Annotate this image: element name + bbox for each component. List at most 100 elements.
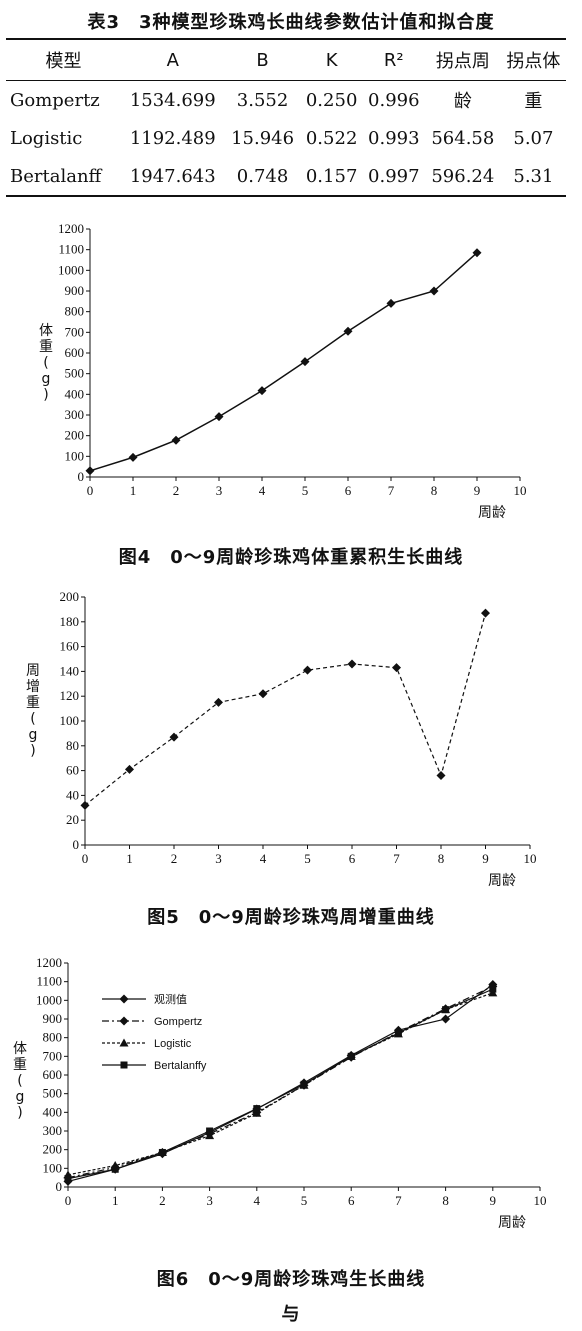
- data-point: [214, 697, 223, 707]
- y-tick-label: 0: [78, 469, 85, 484]
- x-tick-label: 5: [304, 851, 311, 866]
- y-axis-label-char: (: [17, 1073, 22, 1089]
- x-axis-label: 周龄: [488, 873, 516, 889]
- cell-model: Gompertz: [10, 89, 100, 111]
- data-point: [386, 298, 396, 308]
- y-axis-label-char: 体: [39, 323, 53, 339]
- cell-k: 0.522: [305, 127, 358, 149]
- table-row: Bertalanff 1947.643 0.748 0.157 0.997 59…: [6, 157, 566, 196]
- table-row: Gompertz 1534.699 3.552 0.250 0.996 龄 重: [6, 81, 566, 120]
- legend-label: Bertalanffy: [154, 1060, 207, 1072]
- x-tick-label: 10: [534, 1193, 547, 1208]
- data-point: [300, 1080, 308, 1088]
- x-tick-label: 9: [482, 851, 489, 866]
- header-k: K: [325, 49, 338, 71]
- cell-a: 1534.699: [129, 89, 216, 111]
- y-axis-label-char: 增: [26, 679, 40, 695]
- header-inflection-week: 拐点周: [435, 51, 490, 72]
- x-tick-label: 8: [442, 1193, 449, 1208]
- cell-b: 0.748: [236, 165, 289, 187]
- cell-k: 0.157: [305, 165, 358, 187]
- data-point: [394, 1029, 402, 1037]
- y-axis-label-char: g: [16, 1089, 25, 1105]
- plot-area: 0100200300400500600700800900100011001200…: [39, 221, 527, 521]
- header-inflection-weight: 拐点体: [506, 51, 561, 72]
- y-tick-label: 1100: [58, 242, 84, 257]
- data-point: [169, 732, 179, 742]
- header-a: A: [166, 49, 179, 71]
- data-point: [392, 663, 401, 673]
- x-tick-label: 6: [349, 851, 356, 866]
- x-tick-label: 1: [130, 483, 137, 498]
- y-tick-label: 20: [66, 812, 79, 827]
- x-tick-label: 10: [514, 483, 527, 498]
- data-point: [158, 1148, 166, 1156]
- x-tick-label: 7: [393, 851, 400, 866]
- data-point: [205, 1131, 215, 1140]
- y-tick-label: 500: [65, 366, 85, 381]
- data-point: [252, 1108, 262, 1117]
- legend-label: Gompertz: [154, 1016, 202, 1028]
- legend-swatch-marker: [120, 1061, 128, 1069]
- data-point: [111, 1165, 119, 1173]
- data-point: [489, 985, 497, 993]
- header-b: B: [256, 49, 269, 71]
- cell-inflection-week: 596.24: [431, 165, 495, 187]
- series-line: [67, 985, 494, 1179]
- data-point: [64, 1175, 72, 1183]
- x-tick-label: 2: [173, 483, 180, 498]
- y-tick-label: 1200: [36, 955, 62, 970]
- fig4-cumulative-weight-chart: 0100200300400500600700800900100011001200…: [39, 221, 527, 521]
- y-tick-label: 120: [60, 688, 80, 703]
- legend-label: 观测值: [154, 993, 187, 1006]
- x-tick-label: 0: [82, 851, 89, 866]
- series-line: [89, 252, 478, 472]
- x-axis-label: 周龄: [478, 505, 506, 521]
- x-tick-label: 3: [215, 851, 222, 866]
- data-point: [472, 248, 482, 258]
- x-tick-label: 5: [302, 483, 309, 498]
- x-tick-label: 6: [345, 483, 352, 498]
- plot-area: 0 20 40 60 80 100 120 140 160 180 200 0 1 2 3 4 5 6 7 8 9 10 周…: [26, 589, 537, 889]
- series-line: [84, 612, 487, 806]
- series-line: [67, 983, 494, 1182]
- y-tick-label: 300: [65, 407, 85, 422]
- x-tick-label: 7: [395, 1193, 402, 1208]
- parameter-table: 模型 A B K R² 拐点周 拐点体 Gompertz 1534.699 3.…: [6, 38, 566, 197]
- data-point: [481, 608, 490, 618]
- x-tick-label: 9: [490, 1193, 497, 1208]
- y-tick-label: 1000: [36, 992, 62, 1007]
- data-point: [128, 452, 138, 462]
- y-tick-label: 300: [43, 1123, 63, 1138]
- data-point: [347, 1052, 355, 1060]
- y-tick-label: 140: [60, 663, 80, 678]
- table3-caption: 表3 3种模型珍珠鸡长曲线参数估计值和拟合度: [87, 12, 495, 33]
- fig5-weekly-gain-chart: 0 20 40 60 80 100 120 140 160 180 200 0 1 2 3 4 5 6 7 8 9 10 周…: [26, 589, 537, 889]
- x-tick-label: 2: [171, 851, 178, 866]
- cell-inflection-week: 564.58: [431, 127, 495, 149]
- y-tick-label: 1200: [58, 221, 84, 236]
- data-point: [171, 435, 181, 445]
- y-tick-label: 400: [43, 1104, 63, 1119]
- y-tick-label: 1000: [58, 262, 84, 277]
- data-point: [85, 466, 95, 476]
- x-tick-label: 8: [438, 851, 445, 866]
- y-tick-label: 100: [60, 713, 80, 728]
- y-tick-label: 400: [65, 386, 85, 401]
- series-line: [67, 992, 494, 1176]
- y-tick-label: 40: [66, 787, 79, 802]
- x-tick-label: 8: [431, 483, 438, 498]
- y-tick-label: 180: [60, 614, 80, 629]
- cell-r2: 0.996: [368, 89, 420, 111]
- y-tick-label: 100: [65, 448, 85, 463]
- y-tick-label: 0: [56, 1179, 63, 1194]
- data-point: [303, 665, 312, 675]
- y-tick-label: 900: [43, 1011, 63, 1026]
- fig5-caption: 图5 0～9周龄珍珠鸡周增重曲线: [147, 907, 435, 928]
- y-axis-label-char: 重: [13, 1057, 27, 1073]
- y-axis-label-char: ): [17, 1105, 22, 1121]
- x-tick-label: 5: [301, 1193, 308, 1208]
- data-point: [80, 800, 90, 810]
- data-point: [214, 412, 224, 422]
- legend-swatch-marker: [119, 994, 129, 1004]
